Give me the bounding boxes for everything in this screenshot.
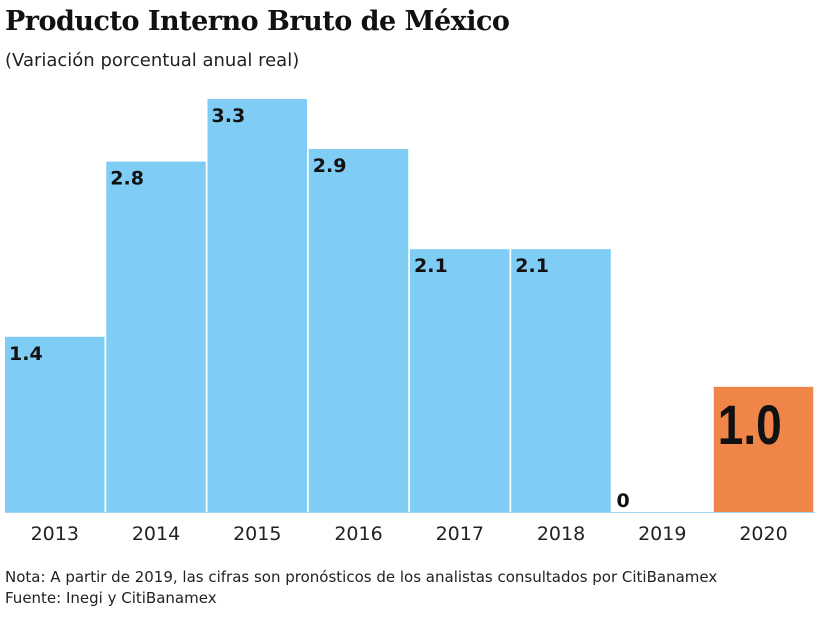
- bar-2020: [713, 386, 814, 512]
- data-label-2016: 2.9: [313, 155, 347, 177]
- data-label-2013: 1.4: [9, 343, 43, 365]
- x-tick-2014: 2014: [132, 523, 180, 545]
- data-label-2018: 2.1: [515, 255, 549, 277]
- data-label-2015: 3.3: [212, 105, 246, 127]
- bar-2015: [207, 99, 307, 512]
- data-label-2019: 0: [617, 490, 630, 512]
- bar-2014: [106, 161, 206, 513]
- x-tick-2017: 2017: [436, 523, 484, 545]
- data-label-2014: 2.8: [110, 168, 144, 190]
- bar-2017: [410, 249, 510, 512]
- source-text: Fuente: Inegi y CitiBanamex: [5, 589, 217, 607]
- x-tick-2016: 2016: [334, 523, 382, 545]
- x-tick-2015: 2015: [233, 523, 281, 545]
- bar-2018: [511, 249, 611, 512]
- x-tick-2019: 2019: [638, 523, 686, 545]
- bar-2016: [308, 149, 409, 512]
- chart-subtitle: (Variación porcentual anual real): [5, 50, 300, 71]
- x-tick-2018: 2018: [537, 523, 585, 545]
- bar-2013: [5, 336, 105, 512]
- bar-chart: 1.4 2013 2.8 2014 3.3 2015 2.9 2016 2.1 2017 2.1 20…: [5, 99, 815, 545]
- x-tick-2020: 2020: [739, 523, 787, 545]
- data-label-2020: 1.0: [718, 393, 782, 456]
- data-label-2017: 2.1: [414, 255, 448, 277]
- note-text: Nota: A partir de 2019, las cifras son p…: [5, 568, 718, 586]
- chart-title: Producto Interno Bruto de México: [5, 6, 510, 37]
- x-tick-2013: 2013: [31, 523, 79, 545]
